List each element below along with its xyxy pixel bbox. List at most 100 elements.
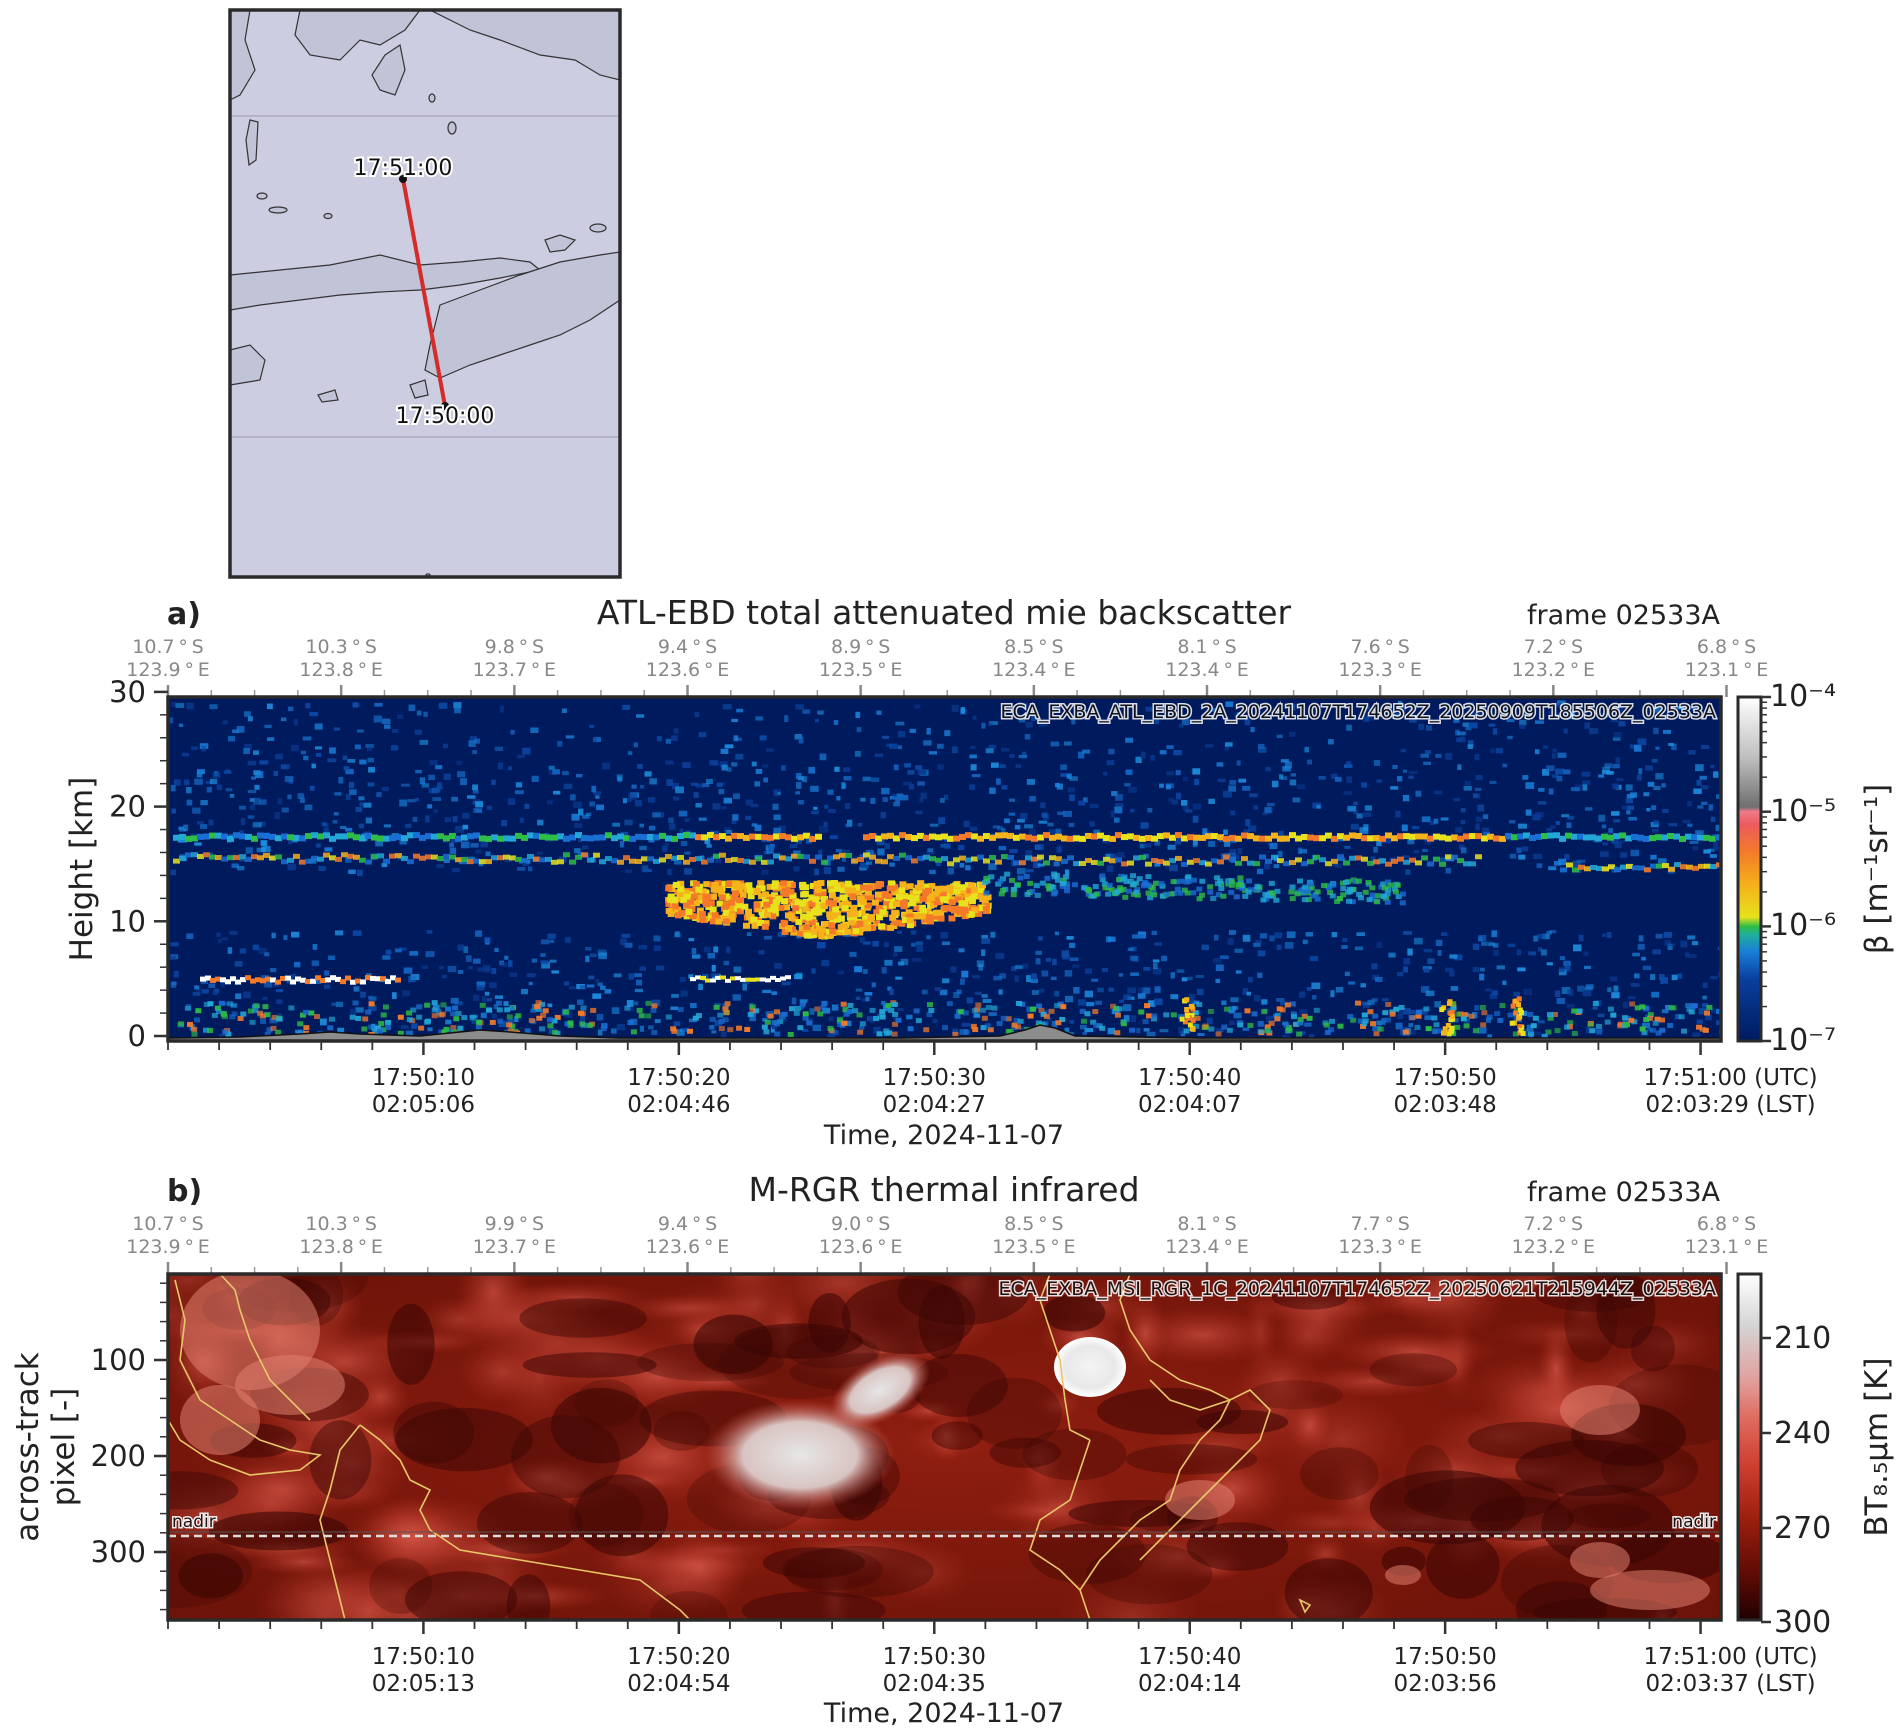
- noise-pixel: [491, 967, 497, 975]
- cirrus-high-pixel: [1391, 835, 1398, 842]
- cirrus-right-pixel: [1620, 864, 1627, 870]
- boundary-layer-pixel: [1471, 1012, 1478, 1018]
- anvil-pixel: [978, 905, 986, 912]
- anvil-tail-pixel: [1356, 891, 1363, 897]
- noise-pixel: [716, 783, 723, 787]
- boundary-layer-pixel: [1450, 1005, 1457, 1011]
- boundary-layer-pixel: [207, 1027, 214, 1033]
- noise-pixel: [1346, 776, 1352, 783]
- noise-pixel: [917, 771, 927, 775]
- geo-tick-lat: 9.9 ° S: [485, 1213, 544, 1235]
- y-tick-label: 0: [128, 1019, 146, 1053]
- anvil-pixel: [906, 883, 914, 890]
- boundary-layer-pixel: [1096, 1023, 1103, 1029]
- noise-pixel: [1185, 809, 1193, 813]
- anvil-pixel: [900, 903, 908, 910]
- cirrus-right-pixel: [1638, 865, 1645, 871]
- noise-pixel: [429, 760, 438, 766]
- anvil-pixel: [977, 887, 985, 894]
- noise-pixel: [530, 727, 539, 734]
- noise-pixel: [1154, 840, 1161, 846]
- boundary-layer-pixel: [1350, 1017, 1357, 1023]
- noise-pixel: [1558, 967, 1566, 972]
- noise-pixel: [1633, 745, 1642, 752]
- anvil-pixel: [844, 928, 852, 935]
- noise-pixel: [348, 781, 355, 789]
- cirrus-low-pixel: [215, 855, 222, 861]
- noise-pixel: [1441, 932, 1448, 936]
- anvil-pixel: [780, 898, 788, 905]
- boundary-layer-pixel: [1678, 1014, 1685, 1020]
- time-tick-lst: 02:04:14: [1138, 1671, 1241, 1697]
- noise-pixel: [334, 792, 342, 796]
- noise-pixel: [682, 1027, 690, 1032]
- anvil-tail-pixel: [1381, 885, 1388, 891]
- geo-tick-lat: 6.8 ° S: [1697, 1213, 1756, 1235]
- anvil-pixel: [709, 918, 717, 925]
- boundary-layer-pixel: [1655, 1030, 1662, 1036]
- cirrus-low-pixel: [923, 854, 930, 860]
- noise-pixel: [449, 847, 457, 854]
- boundary-layer-pixel: [1547, 1012, 1554, 1018]
- noise-pixel: [1091, 978, 1099, 982]
- boundary-layer-pixel: [1151, 1016, 1158, 1022]
- noise-pixel: [1060, 764, 1067, 771]
- low-cloud-pixel: [315, 975, 321, 981]
- boundary-layer-pixel: [1290, 1011, 1297, 1017]
- noise-pixel: [981, 934, 988, 939]
- cirrus-high-pixel: [887, 832, 894, 839]
- noise-pixel: [1716, 794, 1721, 799]
- anvil-pixel: [721, 880, 729, 887]
- anvil-pixel: [873, 909, 881, 916]
- noise-pixel: [1407, 948, 1413, 956]
- noise-pixel: [409, 951, 419, 956]
- noise-pixel: [619, 840, 625, 848]
- boundary-layer-pixel: [1297, 1020, 1304, 1026]
- boundary-layer-pixel: [410, 1007, 417, 1013]
- anvil-pixel: [757, 920, 765, 927]
- noise-pixel: [829, 835, 838, 839]
- boundary-layer-pixel: [1634, 1005, 1641, 1011]
- noise-pixel: [928, 869, 936, 875]
- noise-pixel: [917, 768, 927, 773]
- anvil-pixel: [885, 893, 893, 900]
- noise-pixel: [679, 828, 684, 835]
- cirrus-high-pixel: [1469, 833, 1476, 840]
- anvil-tail-pixel: [1215, 892, 1222, 898]
- noise-pixel: [799, 1005, 805, 1010]
- cirrus-high-pixel: [683, 832, 690, 839]
- cirrus-low-pixel: [1031, 856, 1038, 862]
- noise-pixel: [864, 992, 873, 996]
- cirrus-high-pixel: [1385, 832, 1392, 839]
- anvil-pixel: [696, 907, 704, 914]
- ir-clear-patch: [522, 1352, 657, 1378]
- noise-pixel: [223, 770, 232, 774]
- noise-pixel: [682, 762, 691, 769]
- noise-pixel: [455, 825, 465, 833]
- anvil-pixel: [819, 891, 827, 898]
- boundary-layer-pixel: [1564, 1024, 1571, 1030]
- noise-pixel: [284, 775, 294, 783]
- anvil-tail-pixel: [1117, 887, 1124, 893]
- noise-pixel: [1362, 1004, 1370, 1009]
- noise-pixel: [613, 973, 622, 978]
- noise-pixel: [720, 1031, 727, 1039]
- noise-pixel: [1197, 1010, 1202, 1015]
- cirrus-low-pixel: [767, 859, 774, 865]
- anvil-pixel: [787, 888, 795, 895]
- noise-pixel: [236, 866, 245, 871]
- anvil-pixel: [867, 894, 875, 901]
- noise-pixel: [442, 743, 449, 749]
- cirrus-right-pixel: [1596, 866, 1603, 872]
- boundary-layer-pixel: [1639, 1026, 1646, 1032]
- cirrus-high-pixel: [287, 834, 294, 841]
- noise-pixel: [1215, 964, 1224, 972]
- noise-pixel: [1513, 991, 1520, 997]
- ir-cloud-blob: [1010, 1440, 1065, 1472]
- boundary-layer-pixel: [1592, 1000, 1599, 1006]
- cirrus-high-pixel: [953, 835, 960, 842]
- cirrus-low-pixel: [1019, 860, 1026, 866]
- ir-clear-patch: [395, 1407, 533, 1472]
- cirrus-low-pixel: [1181, 861, 1188, 867]
- noise-pixel: [1548, 866, 1557, 871]
